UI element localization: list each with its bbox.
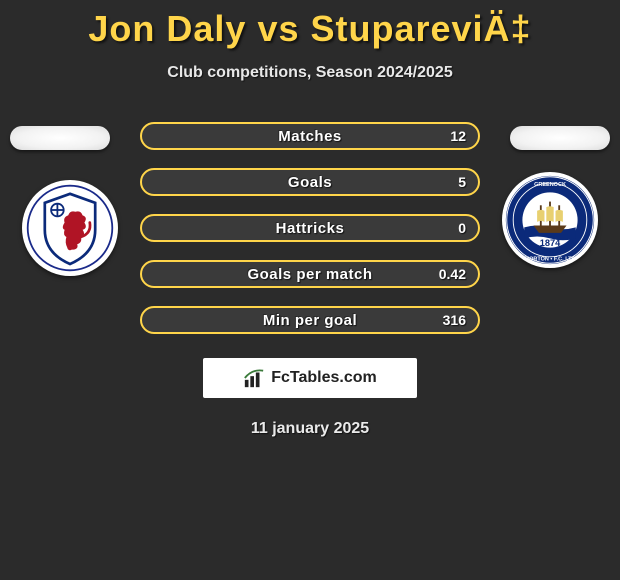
fctables-icon bbox=[243, 367, 265, 389]
svg-text:MORTON • F.C. LTD: MORTON • F.C. LTD bbox=[524, 256, 575, 262]
date-text: 11 january 2025 bbox=[0, 420, 620, 438]
club-crest-right: GREENOCK MORTON • F.C. LTD 1874 bbox=[502, 172, 598, 268]
stat-row-matches: Matches 12 bbox=[140, 122, 480, 150]
club-crest-left bbox=[22, 180, 118, 276]
stat-right-value: 5 bbox=[458, 174, 466, 190]
stat-row-min-per-goal: Min per goal 316 bbox=[140, 306, 480, 334]
stat-right-value: 0 bbox=[458, 220, 466, 236]
stat-right-value: 0.42 bbox=[439, 266, 466, 282]
badge-pill-right bbox=[510, 126, 610, 150]
attribution-text: FcTables.com bbox=[271, 369, 377, 387]
raith-rovers-icon bbox=[25, 183, 115, 273]
greenock-morton-icon: GREENOCK MORTON • F.C. LTD 1874 bbox=[504, 174, 596, 266]
stat-label: Goals per match bbox=[247, 266, 372, 283]
attribution-badge: FcTables.com bbox=[203, 358, 417, 398]
stat-label: Matches bbox=[278, 128, 342, 145]
stat-row-goals-per-match: Goals per match 0.42 bbox=[140, 260, 480, 288]
stat-row-hattricks: Hattricks 0 bbox=[140, 214, 480, 242]
page-title: Jon Daly vs StupareviÄ‡ bbox=[0, 0, 620, 50]
stat-row-goals: Goals 5 bbox=[140, 168, 480, 196]
stat-label: Min per goal bbox=[263, 312, 357, 329]
stat-label: Goals bbox=[288, 174, 332, 191]
crest-year: 1874 bbox=[540, 238, 561, 248]
stat-right-value: 12 bbox=[450, 128, 466, 144]
svg-text:GREENOCK: GREENOCK bbox=[534, 182, 566, 188]
subtitle: Club competitions, Season 2024/2025 bbox=[0, 64, 620, 82]
badge-pill-left bbox=[10, 126, 110, 150]
stat-label: Hattricks bbox=[276, 220, 345, 237]
stat-right-value: 316 bbox=[443, 312, 466, 328]
